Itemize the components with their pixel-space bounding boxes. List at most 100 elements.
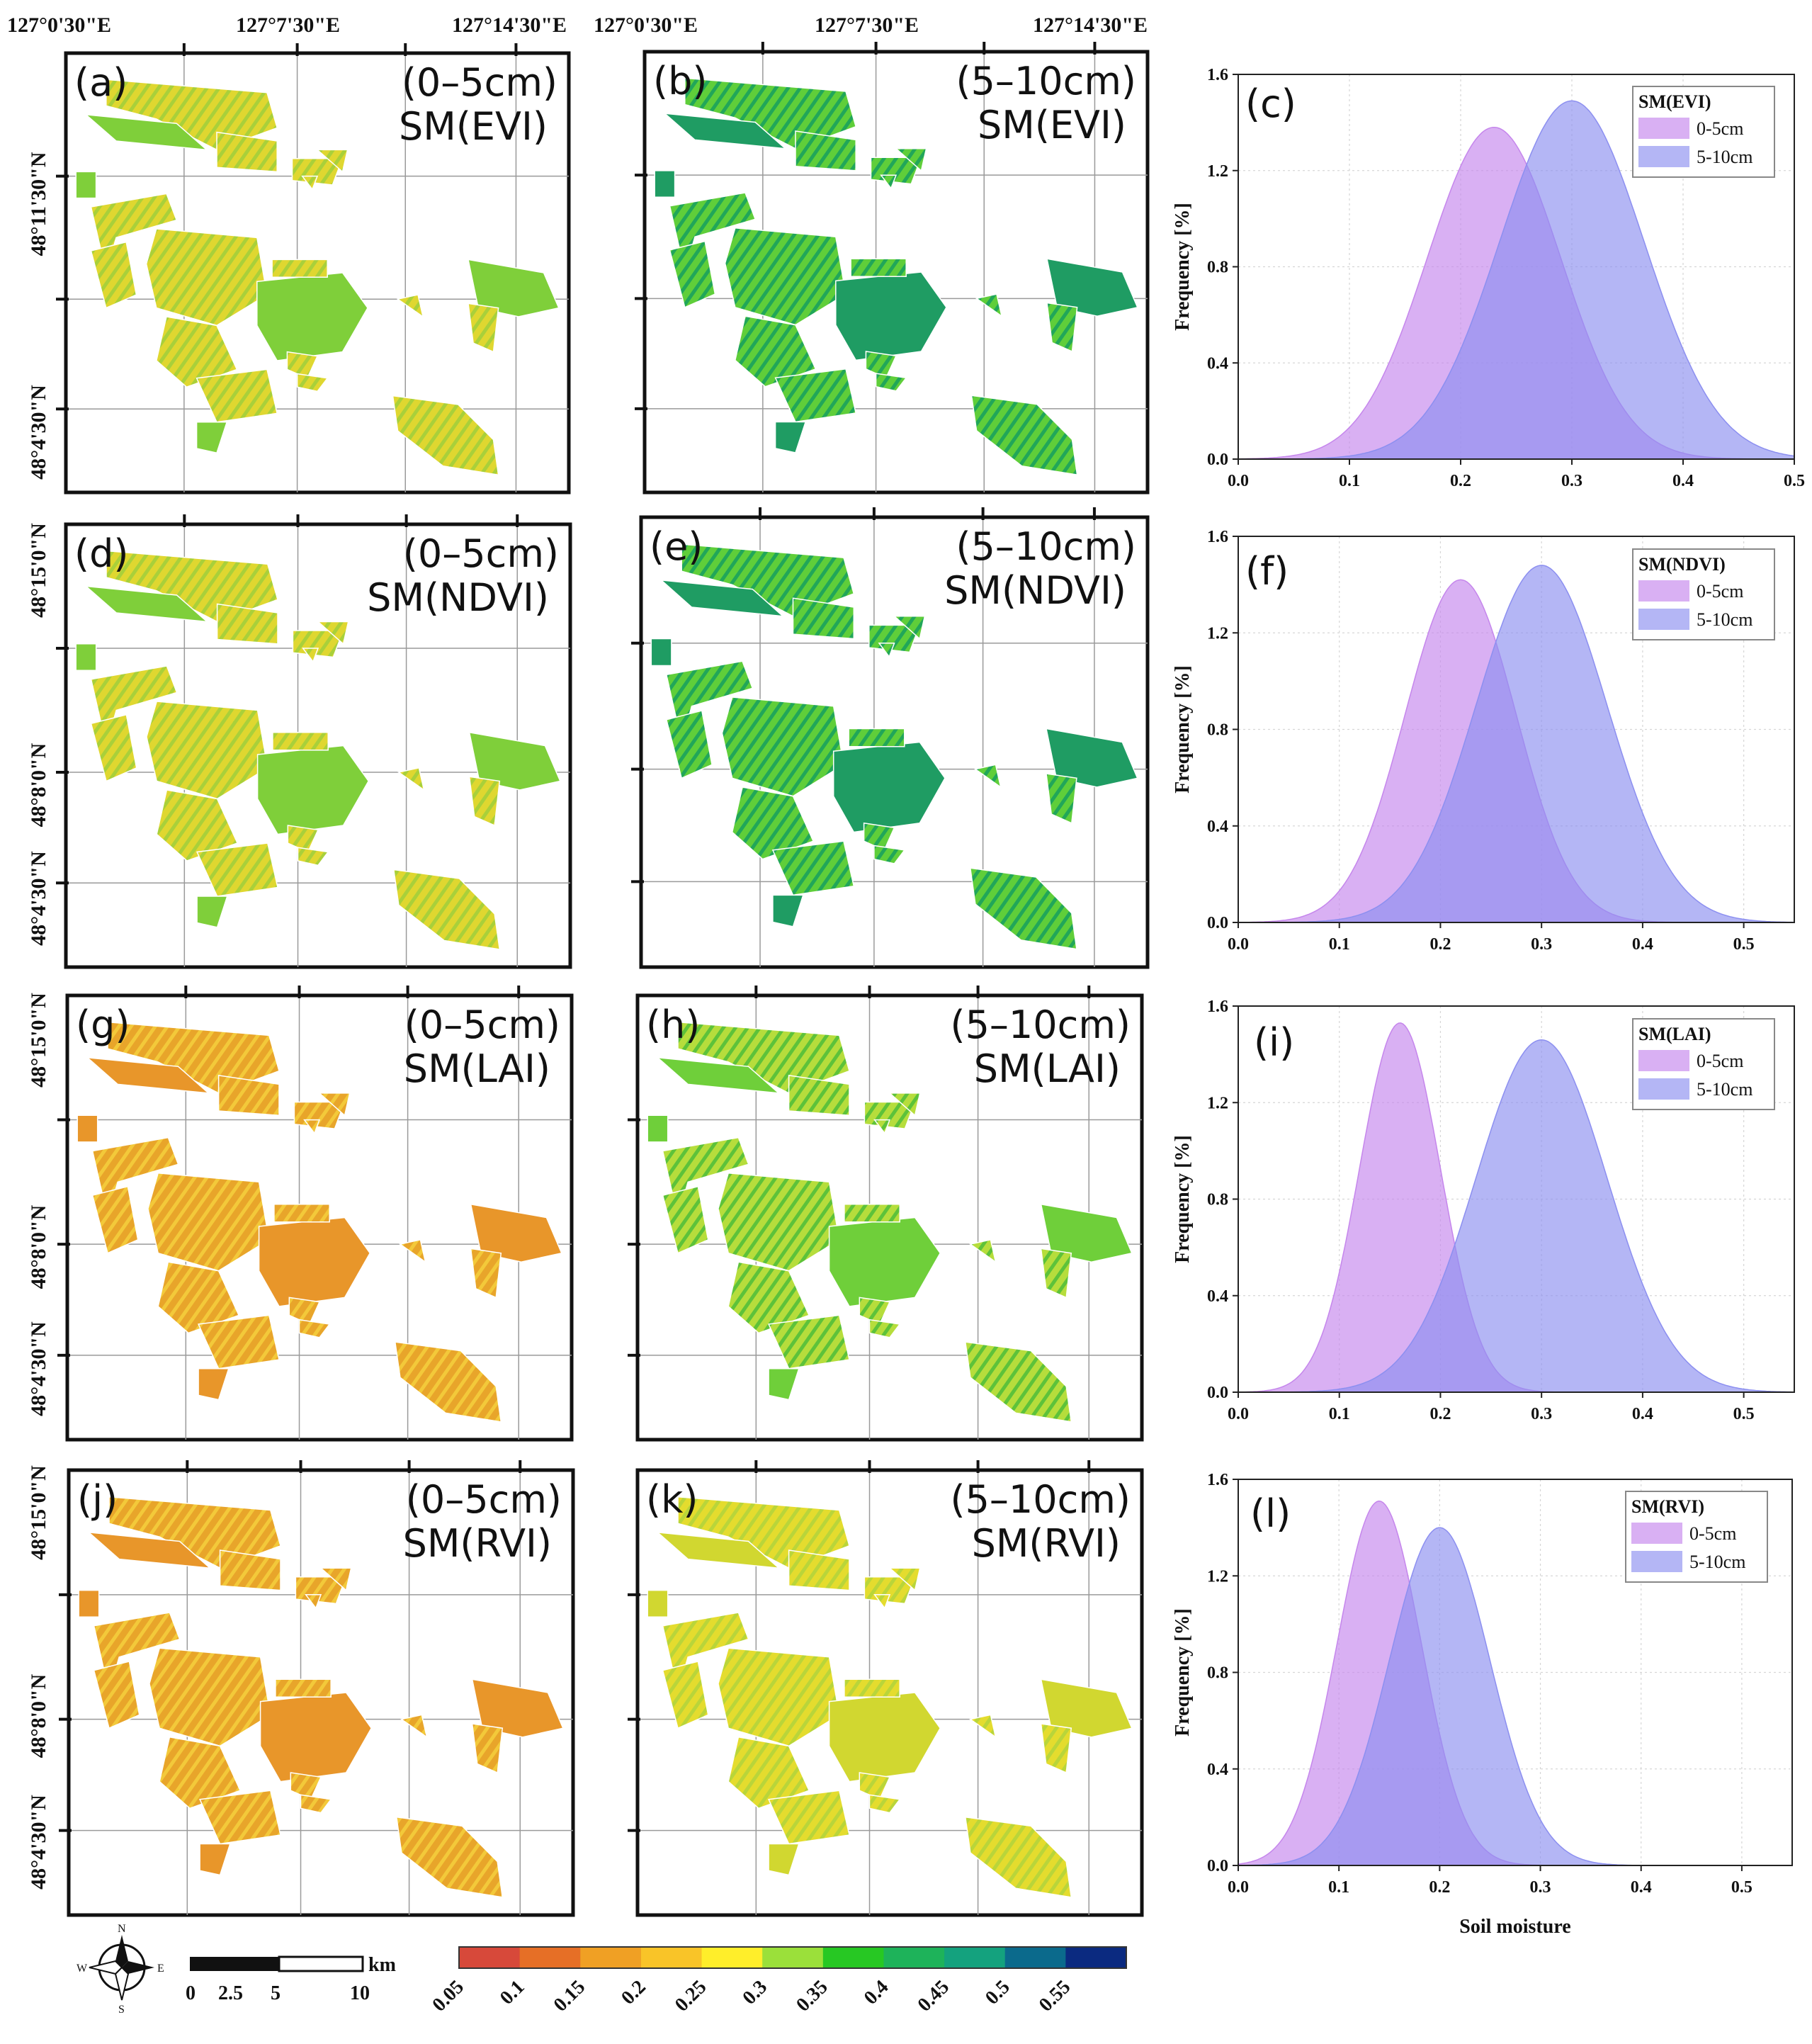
compass-east-point (122, 1961, 154, 1974)
crop-field (198, 1367, 230, 1401)
chart-legend: SM(LAI) 0-5cm 5-10cm (1632, 1018, 1775, 1110)
x-tick-label: 0.1 (1328, 1878, 1349, 1897)
x-tick-label: 0.3 (1561, 472, 1582, 490)
y-axis-title: Frequency [%] (1172, 1608, 1194, 1737)
y-axis-title: Frequency [%] (1172, 665, 1194, 794)
crop-field (400, 1714, 428, 1739)
crop-field (828, 1216, 941, 1307)
x-tick-label: 0.0 (1228, 472, 1249, 490)
crop-field (888, 1567, 921, 1591)
y-tick-label: 0.8 (1207, 1664, 1228, 1683)
x-tick-label: 0.5 (1733, 1405, 1755, 1423)
map-panel-letter: (j) (77, 1477, 118, 1522)
legend-swatch (1638, 609, 1689, 630)
map-depth-label: (0–5cm) (406, 1477, 562, 1522)
crop-field (298, 1319, 331, 1338)
crop-field (659, 579, 785, 617)
x-tick-label: 0.2 (1450, 472, 1471, 490)
crop-field (969, 867, 1077, 950)
chart-legend: SM(NDVI) 0-5cm 5-10cm (1632, 548, 1775, 640)
y-tick-label: 0.8 (1207, 721, 1228, 740)
map-panel-letter: (a) (74, 60, 128, 105)
lat-label: 48°4'30"N (27, 1321, 50, 1416)
crop-field (399, 1238, 426, 1263)
crop-field (656, 1056, 781, 1094)
top-longitude-labels: 127°0'30"E 127°7'30"E 127°14'30"E 127°0'… (7, 13, 1148, 37)
y-axis-title: Frequency [%] (1172, 203, 1194, 331)
legend-title: SM(RVI) (1631, 1496, 1704, 1517)
lon-label: 127°7'30"E (815, 13, 919, 37)
map-panel: (g) (0–5cm)SM(LAI) (57, 986, 574, 1442)
crop-field (875, 373, 907, 392)
histogram-chart: 0.0 0.1 0.2 0.3 0.4 0.5 0.0 0.4 0.8 1.2 1.6 Frequen… (1172, 66, 1805, 490)
crop-field (848, 728, 905, 747)
x-tick-label: 0.5 (1731, 1878, 1752, 1897)
y-tick-label: 1.2 (1207, 1567, 1228, 1586)
lon-label: 127°0'30"E (7, 13, 111, 37)
crop-field (273, 1203, 330, 1223)
map-panel: (h) (5–10cm)SM(LAI) (628, 986, 1144, 1442)
histogram-chart: 0.0 0.1 0.2 0.3 0.4 0.5 0.0 0.4 0.8 1.2 1.6 Frequen… (1172, 1471, 1793, 1938)
crop-field (768, 1843, 800, 1876)
map-panel-letter: (d) (74, 531, 128, 576)
series-area (1238, 100, 1795, 460)
map-panel-letter: (b) (653, 59, 707, 103)
crop-field (893, 615, 926, 640)
colorbar-segment (580, 1947, 642, 1968)
crop-field (788, 1549, 850, 1591)
chart-panel-letter: (f) (1245, 549, 1289, 594)
lat-label: 48°11'30"N (27, 152, 50, 256)
lat-label: 48°4'30"N (27, 385, 50, 480)
map-model-label: SM(RVI) (403, 1521, 552, 1566)
colorbar-segment (640, 1947, 703, 1968)
colorbar-segment (459, 1947, 521, 1968)
crop-field (317, 621, 349, 645)
x-axis-title: Soil moisture (1459, 1916, 1570, 1938)
crop-field (656, 1531, 781, 1569)
crop-field (868, 1319, 901, 1338)
colorbar-label: 0.35 (792, 1976, 832, 2016)
legend-title: SM(LAI) (1638, 1024, 1711, 1044)
colorbar-segment (883, 1947, 945, 1968)
colorbar-segment (701, 1947, 763, 1968)
lat-label: 48°15'0"N (27, 993, 50, 1088)
crop-field (471, 1678, 564, 1738)
x-tick-label: 0.3 (1530, 1878, 1551, 1897)
map-depth-label: (5–10cm) (956, 524, 1137, 569)
crop-field (970, 395, 1078, 476)
crop-field (975, 293, 1003, 317)
crop-field (396, 294, 424, 318)
y-tick-label: 0.4 (1207, 354, 1228, 373)
chart-panel-letter: (i) (1254, 1020, 1294, 1065)
crop-field (392, 869, 501, 950)
crop-field (301, 175, 319, 191)
crop-field (216, 603, 278, 645)
scale-tick-0: 0 (186, 1982, 196, 2004)
crop-field (77, 1114, 98, 1143)
x-tick-label: 0.4 (1631, 1878, 1652, 1897)
lat-label: 48°8'0"N (27, 742, 50, 827)
y-axis-title: Frequency [%] (1172, 1135, 1194, 1263)
lon-label: 127°14'30"E (1033, 13, 1148, 37)
crop-field (669, 240, 716, 308)
x-tick-label: 0.4 (1632, 1405, 1653, 1423)
y-tick-label: 0.4 (1207, 1761, 1228, 1779)
crop-field (84, 113, 209, 151)
map-model-label: SM(NDVI) (944, 568, 1126, 613)
crop-field (774, 368, 857, 423)
crop-field (878, 643, 895, 658)
y-tick-label: 1.6 (1207, 528, 1228, 546)
crop-field (84, 585, 209, 623)
crop-field (219, 1549, 281, 1591)
crop-field (75, 171, 97, 199)
crop-field (259, 1692, 373, 1783)
crop-field (795, 130, 856, 171)
crop-field (888, 1092, 921, 1117)
x-tick-label: 0.5 (1784, 472, 1805, 490)
lat-label: 48°4'30"N (27, 851, 50, 946)
legend-entry: 0-5cm (1697, 118, 1743, 139)
crop-field (774, 421, 807, 453)
y-tick-label: 0.0 (1207, 451, 1228, 469)
legend-swatch (1631, 1523, 1682, 1544)
crop-field (665, 710, 713, 779)
